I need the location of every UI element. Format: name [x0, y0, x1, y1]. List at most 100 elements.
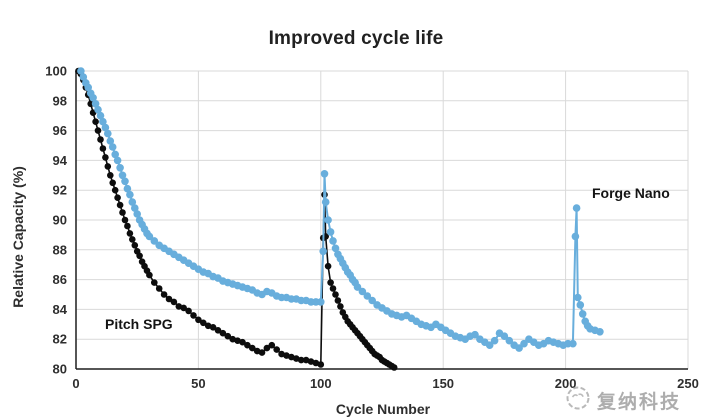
data-point[interactable]	[94, 105, 102, 114]
data-point[interactable]	[107, 172, 114, 179]
data-point[interactable]	[124, 222, 131, 230]
data-point[interactable]	[321, 198, 330, 206]
data-point[interactable]	[109, 179, 116, 187]
data-point[interactable]	[84, 83, 92, 92]
data-point[interactable]	[596, 328, 604, 336]
data-point[interactable]	[116, 164, 124, 172]
data-point[interactable]	[104, 163, 112, 170]
data-point[interactable]	[119, 209, 126, 216]
data-point[interactable]	[131, 204, 139, 212]
data-point[interactable]	[332, 291, 339, 298]
data-point[interactable]	[99, 145, 107, 152]
data-point[interactable]	[324, 216, 332, 224]
data-point[interactable]	[368, 296, 377, 305]
data-point[interactable]	[317, 298, 325, 306]
data-point[interactable]	[520, 339, 528, 348]
data-point[interactable]	[214, 327, 222, 334]
data-point[interactable]	[106, 137, 115, 145]
data-point[interactable]	[576, 301, 585, 309]
data-point[interactable]	[500, 332, 509, 341]
data-point[interactable]	[97, 136, 104, 143]
data-point[interactable]	[128, 198, 137, 206]
data-point[interactable]	[133, 210, 141, 218]
data-point[interactable]	[319, 247, 328, 256]
data-point[interactable]	[104, 129, 112, 138]
y-tick-label: 90	[53, 213, 67, 228]
data-point[interactable]	[358, 287, 367, 296]
data-point[interactable]	[515, 344, 523, 352]
data-point[interactable]	[327, 279, 334, 286]
data-point[interactable]	[126, 230, 134, 237]
data-point[interactable]	[123, 184, 132, 193]
data-point[interactable]	[505, 336, 514, 345]
data-point[interactable]	[574, 293, 582, 302]
data-point[interactable]	[77, 67, 85, 75]
data-point[interactable]	[116, 201, 124, 209]
data-point[interactable]	[324, 262, 332, 270]
data-point[interactable]	[224, 332, 232, 340]
data-point[interactable]	[273, 346, 281, 353]
data-point[interactable]	[329, 237, 337, 245]
data-point[interactable]	[99, 117, 107, 126]
data-point[interactable]	[239, 338, 246, 346]
data-point[interactable]	[91, 100, 100, 108]
data-point[interactable]	[471, 330, 479, 339]
data-point[interactable]	[146, 271, 153, 279]
data-point[interactable]	[170, 298, 178, 306]
data-point[interactable]	[113, 156, 122, 165]
data-point[interactable]	[180, 304, 187, 312]
data-point[interactable]	[485, 341, 494, 350]
data-point[interactable]	[111, 150, 119, 159]
data-point[interactable]	[96, 111, 105, 120]
data-point[interactable]	[353, 283, 362, 291]
data-point[interactable]	[363, 292, 372, 300]
data-point[interactable]	[160, 291, 168, 298]
data-point[interactable]	[219, 329, 227, 337]
data-point[interactable]	[145, 232, 154, 241]
data-point[interactable]	[111, 186, 119, 194]
data-point[interactable]	[185, 307, 192, 315]
data-point[interactable]	[121, 216, 129, 224]
data-point[interactable]	[390, 364, 398, 371]
data-point[interactable]	[151, 279, 158, 286]
data-point[interactable]	[249, 344, 256, 352]
data-point[interactable]	[114, 194, 121, 201]
data-point[interactable]	[337, 303, 344, 310]
data-point[interactable]	[571, 232, 580, 241]
data-point[interactable]	[209, 324, 217, 331]
data-point[interactable]	[92, 118, 99, 125]
data-point[interactable]	[263, 344, 271, 352]
data-point[interactable]	[569, 339, 577, 348]
data-point[interactable]	[320, 170, 329, 178]
data-point[interactable]	[578, 310, 587, 318]
data-point[interactable]	[126, 190, 134, 199]
data-point[interactable]	[297, 356, 305, 364]
data-point[interactable]	[108, 143, 117, 151]
data-point[interactable]	[129, 236, 136, 243]
data-point[interactable]	[334, 297, 342, 304]
data-point[interactable]	[317, 361, 325, 368]
data-point[interactable]	[131, 242, 139, 249]
data-point[interactable]	[79, 73, 88, 81]
data-point[interactable]	[331, 244, 340, 253]
data-point[interactable]	[136, 252, 143, 260]
data-point[interactable]	[200, 319, 207, 327]
data-point[interactable]	[244, 341, 251, 349]
data-point[interactable]	[150, 237, 159, 245]
data-point[interactable]	[94, 127, 102, 134]
data-point[interactable]	[101, 123, 110, 132]
data-point[interactable]	[195, 316, 202, 324]
data-point[interactable]	[490, 336, 499, 345]
data-point[interactable]	[258, 349, 266, 356]
data-point[interactable]	[89, 94, 97, 102]
data-point[interactable]	[572, 204, 581, 212]
data-point[interactable]	[121, 177, 129, 186]
data-point[interactable]	[165, 295, 173, 303]
data-point[interactable]	[268, 341, 276, 349]
data-point[interactable]	[155, 285, 163, 292]
data-point[interactable]	[329, 285, 337, 292]
data-point[interactable]	[102, 154, 109, 161]
data-point[interactable]	[326, 228, 335, 236]
data-point[interactable]	[118, 171, 127, 180]
data-point[interactable]	[190, 312, 197, 319]
